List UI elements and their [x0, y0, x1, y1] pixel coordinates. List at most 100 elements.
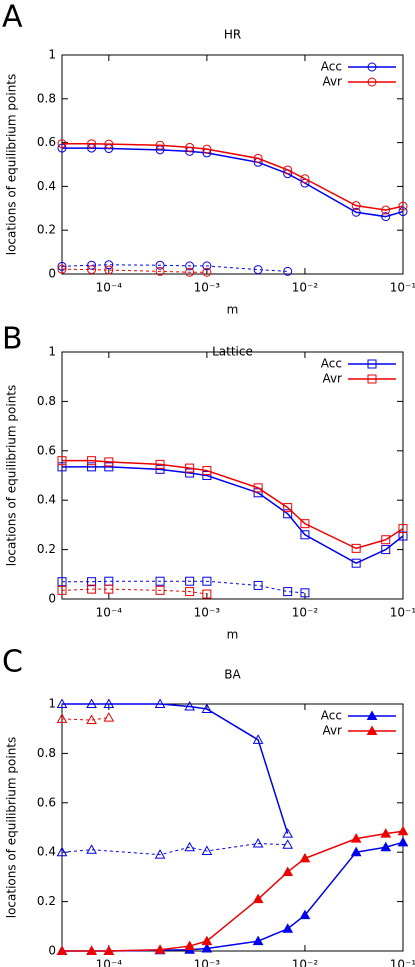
x-tick-label: 10⁻⁴ — [96, 958, 123, 967]
y-tick-label: 0.8 — [37, 91, 56, 105]
legend-label: Avr — [322, 724, 342, 738]
chart-title: HR — [224, 28, 241, 42]
data-point — [283, 503, 293, 513]
data-point — [87, 462, 97, 472]
data-point — [300, 588, 310, 598]
data-point — [253, 153, 263, 163]
x-tick-label: 10⁻³ — [194, 958, 221, 967]
data-point — [283, 266, 293, 276]
data-point — [299, 852, 311, 863]
series-line — [61, 588, 207, 595]
data-point — [56, 713, 68, 723]
data-point — [154, 849, 166, 859]
series-line — [62, 841, 404, 952]
data-point — [87, 265, 97, 275]
data-point — [202, 466, 212, 476]
y-axis-label: locations of equilibrium points — [5, 74, 19, 256]
panel-label: B — [2, 322, 23, 357]
legend-label: Avr — [322, 75, 342, 89]
data-point — [155, 140, 165, 150]
data-point — [201, 943, 213, 953]
data-point — [283, 509, 293, 519]
series-line — [62, 830, 404, 952]
y-tick-label: 0.8 — [37, 746, 56, 760]
x-tick-label: 10⁻¹ — [390, 281, 415, 295]
y-tick-label: 0.6 — [37, 443, 56, 457]
data-point — [104, 457, 114, 467]
x-tick-label: 10⁻¹ — [390, 606, 415, 620]
data-point — [185, 468, 195, 478]
data-point — [185, 463, 195, 473]
data-point — [56, 698, 68, 708]
data-point — [300, 519, 310, 529]
data-point — [398, 531, 408, 541]
data-point — [381, 205, 391, 215]
y-tick-label: 0.4 — [37, 179, 56, 193]
data-point — [300, 174, 310, 184]
series-line — [61, 843, 288, 856]
x-tick-label: 10⁻⁴ — [96, 606, 123, 620]
series-line — [62, 466, 404, 565]
data-point — [398, 207, 408, 217]
data-point — [87, 260, 97, 270]
legend-marker — [367, 359, 377, 369]
data-point — [252, 734, 264, 744]
x-tick-label: 10⁻³ — [194, 281, 221, 295]
data-point — [184, 700, 195, 711]
data-point — [381, 212, 391, 222]
plot-frame — [61, 703, 404, 952]
data-point — [282, 866, 294, 876]
data-point — [282, 839, 294, 849]
data-point — [86, 844, 97, 854]
data-point — [86, 714, 97, 725]
y-tick-label: 0.6 — [37, 135, 56, 149]
data-point — [202, 589, 212, 599]
x-tick-label: 10⁻⁴ — [96, 281, 123, 295]
legend-label: Avr — [322, 372, 342, 386]
data-point — [201, 935, 213, 946]
data-point — [202, 471, 212, 480]
y-tick-label: 0.4 — [37, 493, 56, 507]
data-point — [397, 825, 409, 836]
data-point — [87, 577, 97, 587]
data-point — [57, 577, 67, 587]
data-point — [253, 265, 263, 275]
data-point — [398, 524, 408, 534]
data-point — [252, 935, 264, 946]
x-axis-label: m — [227, 303, 239, 317]
y-tick-label: 0.2 — [37, 223, 56, 237]
chart-title: BA — [224, 668, 241, 682]
y-tick-label: 0.4 — [37, 845, 56, 859]
data-point — [184, 940, 195, 951]
y-tick-label: 1 — [48, 345, 56, 359]
y-tick-label: 0 — [48, 267, 56, 281]
data-point — [104, 584, 114, 594]
data-point — [282, 923, 294, 933]
y-tick-label: 0.2 — [37, 894, 56, 908]
series-line — [61, 264, 288, 272]
legend-label: Acc — [321, 709, 342, 723]
data-point — [87, 584, 97, 594]
data-point — [155, 459, 165, 469]
data-point — [57, 264, 67, 274]
data-point — [253, 483, 263, 493]
data-point — [86, 945, 97, 955]
data-point — [397, 836, 409, 847]
data-point — [155, 585, 165, 595]
data-point — [56, 945, 68, 955]
data-point — [154, 698, 166, 708]
panel-label: C — [2, 645, 23, 680]
y-axis-label: locations of equilibrium points — [5, 385, 19, 567]
x-tick-label: 10⁻² — [292, 958, 319, 967]
plot-frame — [61, 351, 404, 600]
data-point — [253, 580, 263, 590]
y-axis-label: locations of equilibrium points — [5, 737, 19, 919]
data-point — [185, 587, 195, 597]
data-point — [202, 267, 212, 277]
x-tick-label: 10⁻¹ — [390, 958, 415, 967]
x-tick-label: 10⁻² — [292, 281, 319, 295]
legend-marker — [366, 710, 378, 720]
data-point — [202, 261, 212, 271]
data-point — [57, 585, 67, 595]
